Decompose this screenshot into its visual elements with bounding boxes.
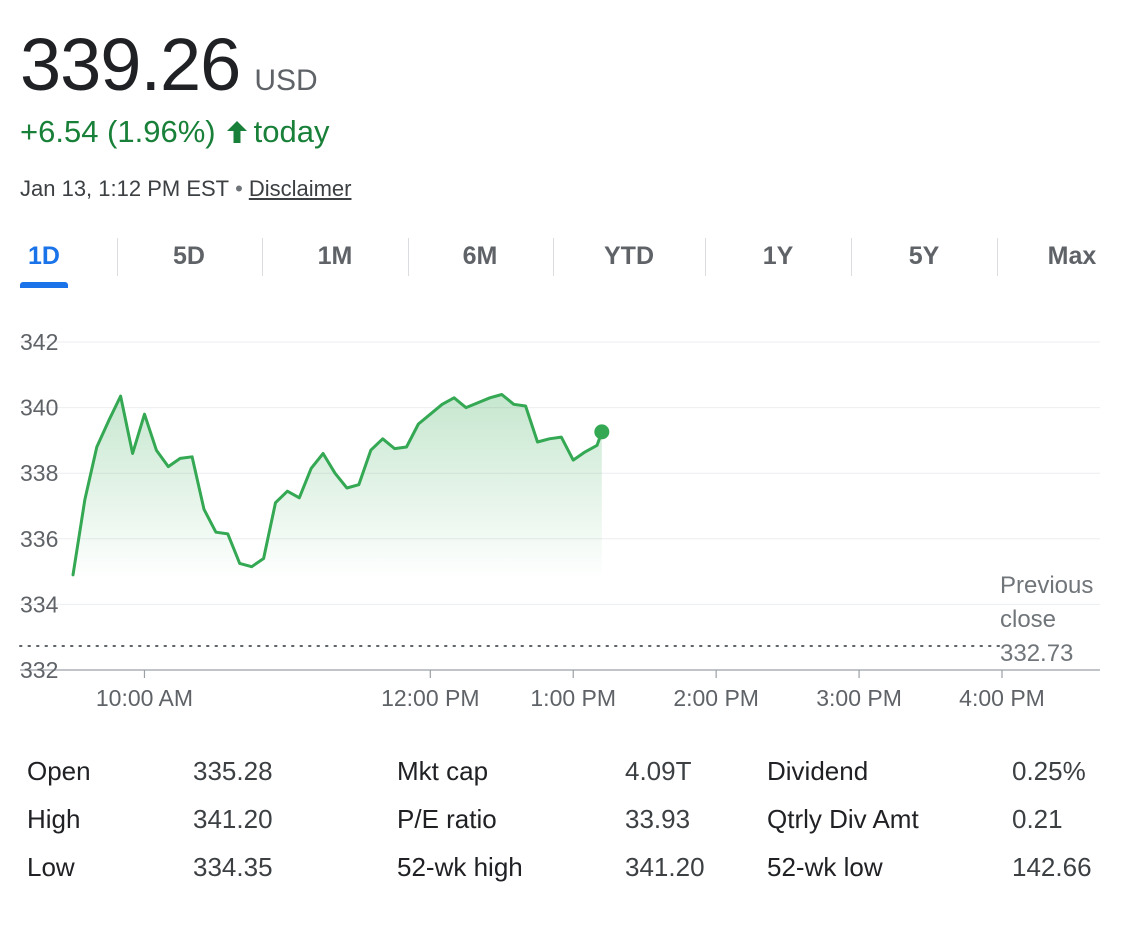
stat-value-low: 334.35 [193, 852, 273, 882]
stat-label-high: High [27, 804, 81, 834]
stat-value-open: 335.28 [193, 756, 273, 786]
x-tick-label: 10:00 AM [96, 685, 193, 711]
y-tick-label: 336 [20, 526, 58, 552]
y-tick-label: 332 [20, 657, 58, 683]
current-price: 339.26 [20, 23, 241, 106]
tab-5y[interactable]: 5Y [908, 242, 940, 270]
price-chart[interactable]: 332 334 336 338 340 342 10:00 AM 12:00 PM 1:00 P… [0, 300, 1134, 720]
change-period: today [253, 114, 330, 149]
stat-label-52wk-high: 52-wk high [397, 852, 523, 882]
stat-value-dividend: 0.25% [1012, 756, 1086, 786]
stat-label-low: Low [27, 852, 75, 882]
stat-label-mkt-cap: Mkt cap [397, 756, 489, 786]
y-tick-label: 340 [20, 395, 58, 421]
y-tick-label: 334 [20, 591, 59, 617]
y-tick-label: 342 [20, 329, 58, 355]
x-tick-label: 4:00 PM [959, 685, 1045, 711]
x-tick-label: 2:00 PM [673, 685, 759, 711]
arrow-up-icon [226, 120, 248, 144]
current-price-point [594, 424, 610, 440]
stat-value-52wk-high: 341.20 [625, 852, 705, 882]
tab-divider [705, 238, 706, 276]
tab-1d[interactable]: 1D [28, 242, 60, 270]
y-tick-label: 338 [20, 460, 58, 486]
tab-5d[interactable]: 5D [173, 242, 205, 270]
tab-divider [553, 238, 554, 276]
tab-divider [851, 238, 852, 276]
price-change: +6.54 (1.96%) today [20, 114, 329, 150]
stat-value-pe-ratio: 33.93 [625, 804, 691, 834]
previous-close-label: close [1000, 606, 1056, 633]
disclaimer-link[interactable]: Disclaimer [248, 176, 352, 201]
timestamp: Jan 13, 1:12 PM EST [20, 176, 230, 201]
previous-close-value: 332.73 [1000, 640, 1073, 667]
stat-label-dividend: Dividend [767, 756, 869, 786]
currency-label: USD [254, 64, 318, 97]
stat-value-mkt-cap: 4.09T [625, 756, 692, 786]
tab-1m[interactable]: 1M [317, 242, 353, 270]
price-line [71, 393, 604, 577]
tab-max[interactable]: Max [1047, 242, 1097, 270]
price-area [73, 394, 602, 580]
x-tick-label: 1:00 PM [530, 685, 616, 711]
tab-ytd[interactable]: YTD [604, 242, 654, 270]
tab-divider [997, 238, 998, 276]
stat-label-52wk-low: 52-wk low [767, 852, 883, 882]
quote-meta: Jan 13, 1:12 PM EST • Disclaimer [20, 176, 352, 202]
stat-value-52wk-low: 142.66 [1012, 852, 1092, 882]
x-tick-label: 3:00 PM [816, 685, 902, 711]
stat-value-high: 341.20 [193, 804, 273, 834]
meta-separator: • [235, 176, 243, 201]
previous-close-label: Previous [1000, 572, 1093, 599]
stat-label-qtrly-div: Qtrly Div Amt [767, 804, 919, 834]
tab-1y[interactable]: 1Y [762, 242, 794, 270]
change-value: +6.54 (1.96%) [20, 114, 216, 149]
range-tabs: 1D 5D 1M 6M YTD 1Y 5Y Max [0, 232, 1134, 290]
quote-header: 339.26 USD [20, 22, 318, 107]
x-tick-label: 12:00 PM [381, 685, 479, 711]
tab-divider [117, 238, 118, 276]
tab-divider [408, 238, 409, 276]
active-tab-indicator [20, 282, 68, 288]
tab-6m[interactable]: 6M [462, 242, 498, 270]
stat-label-open: Open [27, 756, 91, 786]
tab-divider [262, 238, 263, 276]
stat-label-pe-ratio: P/E ratio [397, 804, 497, 834]
stat-value-qtrly-div: 0.21 [1012, 804, 1063, 834]
